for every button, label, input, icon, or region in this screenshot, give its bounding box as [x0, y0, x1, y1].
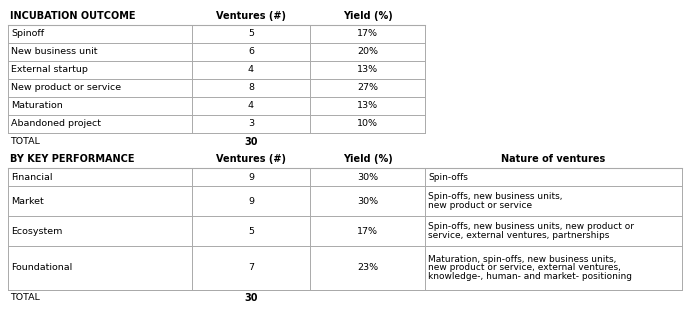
Text: Ventures (#): Ventures (#): [216, 11, 286, 21]
Text: 30%: 30%: [357, 197, 378, 205]
Text: 9: 9: [248, 197, 254, 205]
Text: Spin-offs, new business units,: Spin-offs, new business units,: [428, 192, 563, 201]
Text: 30: 30: [244, 293, 258, 303]
Text: Ventures (#): Ventures (#): [216, 154, 286, 164]
Text: Spin-offs, new business units, new product or: Spin-offs, new business units, new produ…: [428, 222, 634, 231]
Text: new product or service: new product or service: [428, 201, 532, 210]
Text: 13%: 13%: [357, 65, 378, 75]
Text: INCUBATION OUTCOME: INCUBATION OUTCOME: [10, 11, 136, 21]
Text: TOTAL: TOTAL: [10, 137, 40, 147]
Text: BY KEY PERFORMANCE: BY KEY PERFORMANCE: [10, 154, 134, 164]
Text: 9: 9: [248, 173, 254, 181]
Text: 20%: 20%: [357, 47, 378, 57]
Text: knowledge-, human- and market- positioning: knowledge-, human- and market- positioni…: [428, 272, 632, 281]
Text: 3: 3: [248, 119, 254, 129]
Text: service, external ventures, partnerships: service, external ventures, partnerships: [428, 231, 610, 240]
Text: 23%: 23%: [357, 264, 378, 272]
Text: 27%: 27%: [357, 83, 378, 93]
Text: 8: 8: [248, 83, 254, 93]
Text: Spin-offs: Spin-offs: [428, 173, 468, 181]
Text: 13%: 13%: [357, 101, 378, 111]
Text: 30: 30: [244, 137, 258, 147]
Text: 5: 5: [248, 29, 254, 39]
Text: External startup: External startup: [11, 65, 88, 75]
Text: 10%: 10%: [357, 119, 378, 129]
Text: New business unit: New business unit: [11, 47, 98, 57]
Text: 4: 4: [248, 101, 254, 111]
Text: New product or service: New product or service: [11, 83, 121, 93]
Text: Spinoff: Spinoff: [11, 29, 44, 39]
Text: 5: 5: [248, 227, 254, 235]
Text: Maturation: Maturation: [11, 101, 63, 111]
Text: 6: 6: [248, 47, 254, 57]
Text: new product or service, external ventures,: new product or service, external venture…: [428, 264, 621, 272]
Text: Abandoned project: Abandoned project: [11, 119, 101, 129]
Text: Financial: Financial: [11, 173, 52, 181]
Text: Nature of ventures: Nature of ventures: [502, 154, 605, 164]
Text: 4: 4: [248, 65, 254, 75]
Text: Yield (%): Yield (%): [343, 154, 392, 164]
Text: Ecosystem: Ecosystem: [11, 227, 63, 235]
Text: 17%: 17%: [357, 227, 378, 235]
Text: Foundational: Foundational: [11, 264, 72, 272]
Text: 17%: 17%: [357, 29, 378, 39]
Text: 7: 7: [248, 264, 254, 272]
Text: Market: Market: [11, 197, 44, 205]
Text: TOTAL: TOTAL: [10, 294, 40, 302]
Text: 30%: 30%: [357, 173, 378, 181]
Text: Yield (%): Yield (%): [343, 11, 392, 21]
Text: Maturation, spin-offs, new business units,: Maturation, spin-offs, new business unit…: [428, 255, 616, 264]
